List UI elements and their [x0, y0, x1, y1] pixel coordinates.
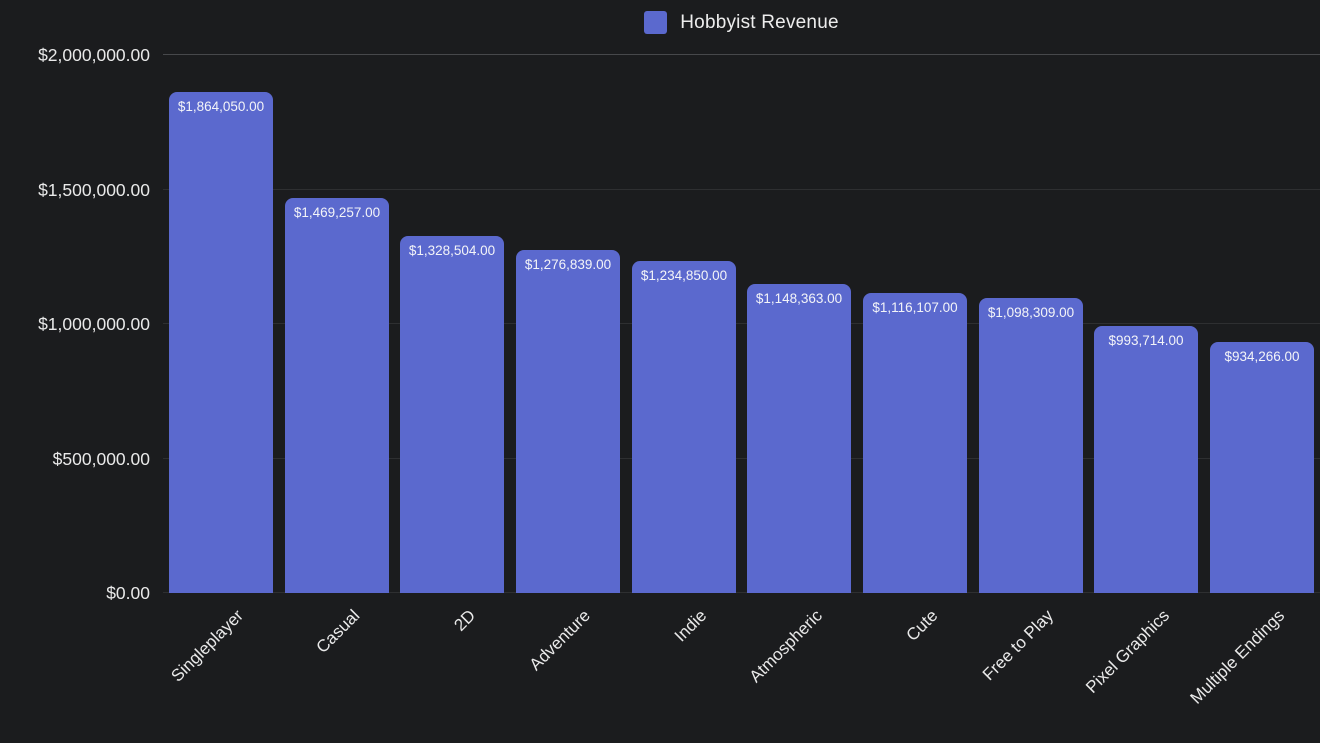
gridline — [163, 323, 1320, 324]
bar-value-label: $1,234,850.00 — [640, 268, 728, 283]
bar[interactable]: $1,328,504.00 — [400, 236, 504, 593]
legend-label: Hobbyist Revenue — [680, 11, 839, 33]
x-axis-label: Free to Play — [978, 606, 1058, 685]
bar-value-label: $934,266.00 — [1224, 349, 1300, 364]
bar[interactable]: $1,276,839.00 — [516, 250, 620, 593]
bar[interactable]: $993,714.00 — [1094, 326, 1198, 593]
y-axis-tick-label: $2,000,000.00 — [38, 45, 150, 65]
x-axis-label: Adventure — [526, 606, 595, 675]
y-axis-tick-label: $1,500,000.00 — [38, 179, 150, 200]
y-axis-tick-label: $1,000,000.00 — [38, 314, 150, 334]
bar[interactable]: $1,116,107.00 — [863, 293, 967, 593]
x-axis-label: Singleplayer — [167, 606, 248, 686]
y-axis: $2,000,000.00 $1,500,000.00 $1,000,000.00 $… — [0, 45, 150, 603]
plot-area: $1,864,050.00 $1,469,257.00 $1,328,504.00 $… — [163, 54, 1320, 593]
legend[interactable]: Hobbyist Revenue — [163, 11, 1320, 34]
bar-value-label: $1,864,050.00 — [177, 99, 265, 114]
gridline — [163, 592, 1320, 593]
bar[interactable]: $1,098,309.00 — [979, 298, 1083, 593]
bar[interactable]: $1,148,363.00 — [747, 284, 851, 593]
y-axis-tick-label: $0.00 — [106, 583, 150, 603]
x-axis-label: Casual — [312, 606, 363, 657]
bar-value-label: $1,116,107.00 — [872, 300, 958, 315]
x-axis-label: Atmospheric — [745, 606, 826, 687]
bar-value-label: $1,098,309.00 — [987, 305, 1075, 320]
gridline — [163, 188, 1320, 190]
bar[interactable]: $1,469,257.00 — [285, 198, 389, 593]
bar-value-label: $1,469,257.00 — [293, 205, 381, 220]
x-axis-label: 2D — [449, 606, 479, 635]
y-axis-tick-label: $500,000.00 — [52, 448, 150, 469]
x-axis-label: Pixel Graphics — [1081, 606, 1173, 697]
bar[interactable]: $1,864,050.00 — [169, 92, 273, 593]
x-axis-label: Cute — [902, 606, 942, 645]
bar[interactable]: $934,266.00 — [1210, 342, 1314, 593]
legend-swatch — [644, 11, 668, 34]
gridline — [163, 457, 1320, 459]
bar-value-label: $1,276,839.00 — [524, 257, 612, 272]
x-axis-label: Multiple Endings — [1186, 606, 1289, 708]
gridline — [163, 54, 1320, 55]
bar-value-label: $993,714.00 — [1108, 333, 1184, 348]
x-axis-label: Indie — [670, 606, 711, 646]
bar[interactable]: $1,234,850.00 — [632, 261, 736, 593]
bar-value-label: $1,328,504.00 — [408, 243, 496, 258]
bar-value-label: $1,148,363.00 — [755, 291, 843, 306]
